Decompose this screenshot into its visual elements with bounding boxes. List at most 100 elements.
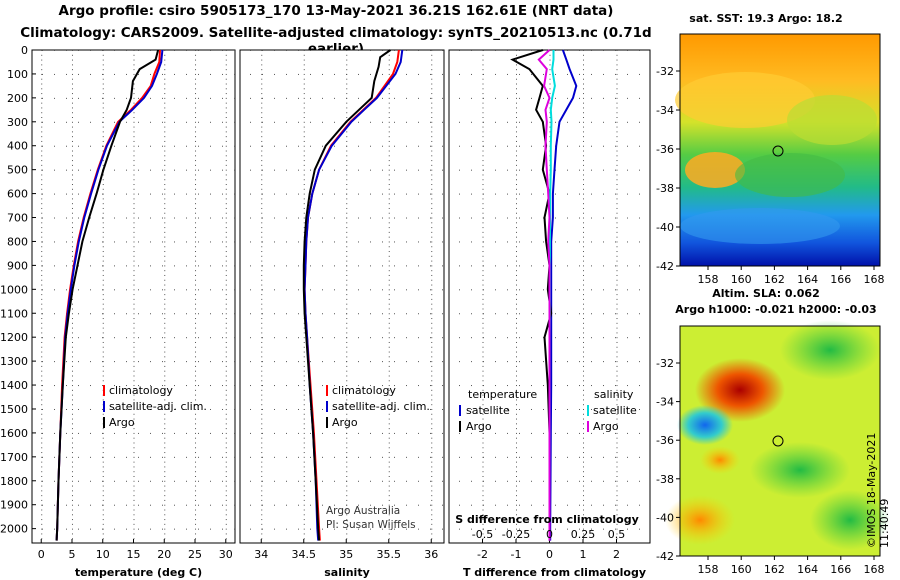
series-line [55,49,160,541]
y-tick-label: 1900 [0,499,28,512]
y-tick-label: 1500 [0,403,28,416]
legend-label: salinity [594,388,634,401]
plot-frame [31,49,236,544]
y-tick-label: 1600 [0,427,28,440]
map-x-tick-label: 160 [731,273,752,286]
y-tick-label: 500 [7,164,28,177]
profile-panel-difference: -2 -1 0 1 2 T difference from climatology [448,49,651,579]
legend-swatch [103,417,105,428]
x-tick-label: 5 [68,548,75,561]
y-tick-label: 100 [7,68,28,81]
legend-label: Argo [593,420,619,433]
legend-label: temperature [468,388,537,401]
y-tick-label: 1800 [0,475,28,488]
y-tick-label: 0 [21,44,28,57]
legend-swatch [459,421,461,432]
legend-label: Argo [109,416,135,429]
map-x-tick-label: 162 [764,273,785,286]
map-x-tick-label: 164 [797,273,818,286]
legend-swatch [587,405,589,416]
plot-frame [239,49,445,544]
map-x-tick-label: 162 [764,563,785,576]
legend-label: Argo [466,420,492,433]
map-x-tick-label: 166 [830,563,851,576]
imos-stamp: ©IMOS 18-May-2021 11:40:49 [865,432,891,548]
legend-label: climatology [332,384,396,397]
legend-label: satellite-adj. clim. [332,400,430,413]
map-y-tick-label: -34 [656,104,674,117]
x-tick-label: -1 [511,548,522,561]
profile-panel-salinity: 34 34.5 35 35.5 36 salinity [239,49,445,579]
sla-argo-marker [772,435,784,447]
map-y-tick-label: -42 [656,260,674,273]
y-tick-label: 400 [7,140,28,153]
legend-swatch [103,401,105,412]
x-tick-label-2: -0.25 [502,528,530,541]
x-tick-label: 1 [580,548,587,561]
y-tick-label: 1200 [0,331,28,344]
sla-map-panel: Altim. SLA: 0.062 Argo h1000: -0.021 h20… [656,287,890,576]
map-x-tick-label: 158 [698,563,719,576]
map-y-tick-label: -38 [656,182,674,195]
map-y-tick-label: -38 [656,473,674,486]
legend-swatch [326,401,328,412]
map-y-tick-label: -36 [656,143,674,156]
map-y-tick-label: -32 [656,65,674,78]
map-y-tick-label: -42 [656,550,674,563]
y-tick-label: 2000 [0,523,28,536]
x-tick-label: 0 [546,548,553,561]
legend-swatch [103,385,105,396]
x-tick-label-2: 0.25 [571,528,596,541]
sst-argo-marker [772,145,784,157]
map-y-tick-label: -40 [656,221,674,234]
x-tick-label: 20 [157,548,171,561]
sst-map-title: sat. SST: 19.3 Argo: 18.2 [689,12,842,25]
x-tick-label: 34.5 [292,548,317,561]
x-tick-label: 10 [96,548,110,561]
legend-label: satellite [593,404,637,417]
y-tick-label: 700 [7,212,28,225]
x-axis-label: salinity [324,566,370,579]
y-tick-label: 1700 [0,451,28,464]
y-tick-label: 800 [7,235,28,248]
map-x-tick-label: 168 [864,273,885,286]
series-line [549,49,578,541]
map-x-tick-label: 168 [864,563,885,576]
legend-label: Argo [332,416,358,429]
credit-line-2: PI: Susan Wijffels [326,519,416,531]
x-tick-label: 15 [127,548,141,561]
x-axis-label: temperature (deg C) [75,566,202,579]
y-tick-label: 600 [7,188,28,201]
map-x-tick-label: 166 [830,273,851,286]
x-tick-label: 0 [38,548,45,561]
x-tick-label-2: -0.5 [472,528,493,541]
map-x-tick-label: 164 [797,563,818,576]
x-tick-label-2: 0.5 [608,528,626,541]
sla-map-title: Altim. SLA: 0.062 [712,287,819,300]
y-tick-label: 300 [7,116,28,129]
x-tick-label-2: 0 [546,528,553,541]
legend-label: satellite [466,404,510,417]
y-tick-label: 1000 [0,283,28,296]
profile-panel-temperature: 0 5 10 15 20 25 30 temperature (deg C) [31,49,236,579]
map-x-tick-label: 160 [731,563,752,576]
map-y-tick-label: -32 [656,357,674,370]
legend-swatch [459,405,461,416]
legend-swatch [326,385,328,396]
title-line-1: Argo profile: csiro 5905173_170 13-May-2… [58,3,614,19]
legend-swatch [326,417,328,428]
sst-map-panel: sat. SST: 19.3 Argo: 18.2 158 160 162 164 16… [656,12,884,286]
x-tick-label: 36 [424,548,438,561]
legend-label: climatology [109,384,173,397]
x-tick-label: 25 [188,548,202,561]
x-tick-label: 35 [339,548,353,561]
x-axis-label: T difference from climatology [463,566,646,579]
series-line [537,49,551,541]
y-tick-label: 1400 [0,379,28,392]
x-tick-label: -2 [477,548,488,561]
series-line [302,49,392,541]
map-y-tick-label: -36 [656,434,674,447]
x-tick-label: 2 [613,548,620,561]
map-y-tick-label: -40 [656,511,674,524]
